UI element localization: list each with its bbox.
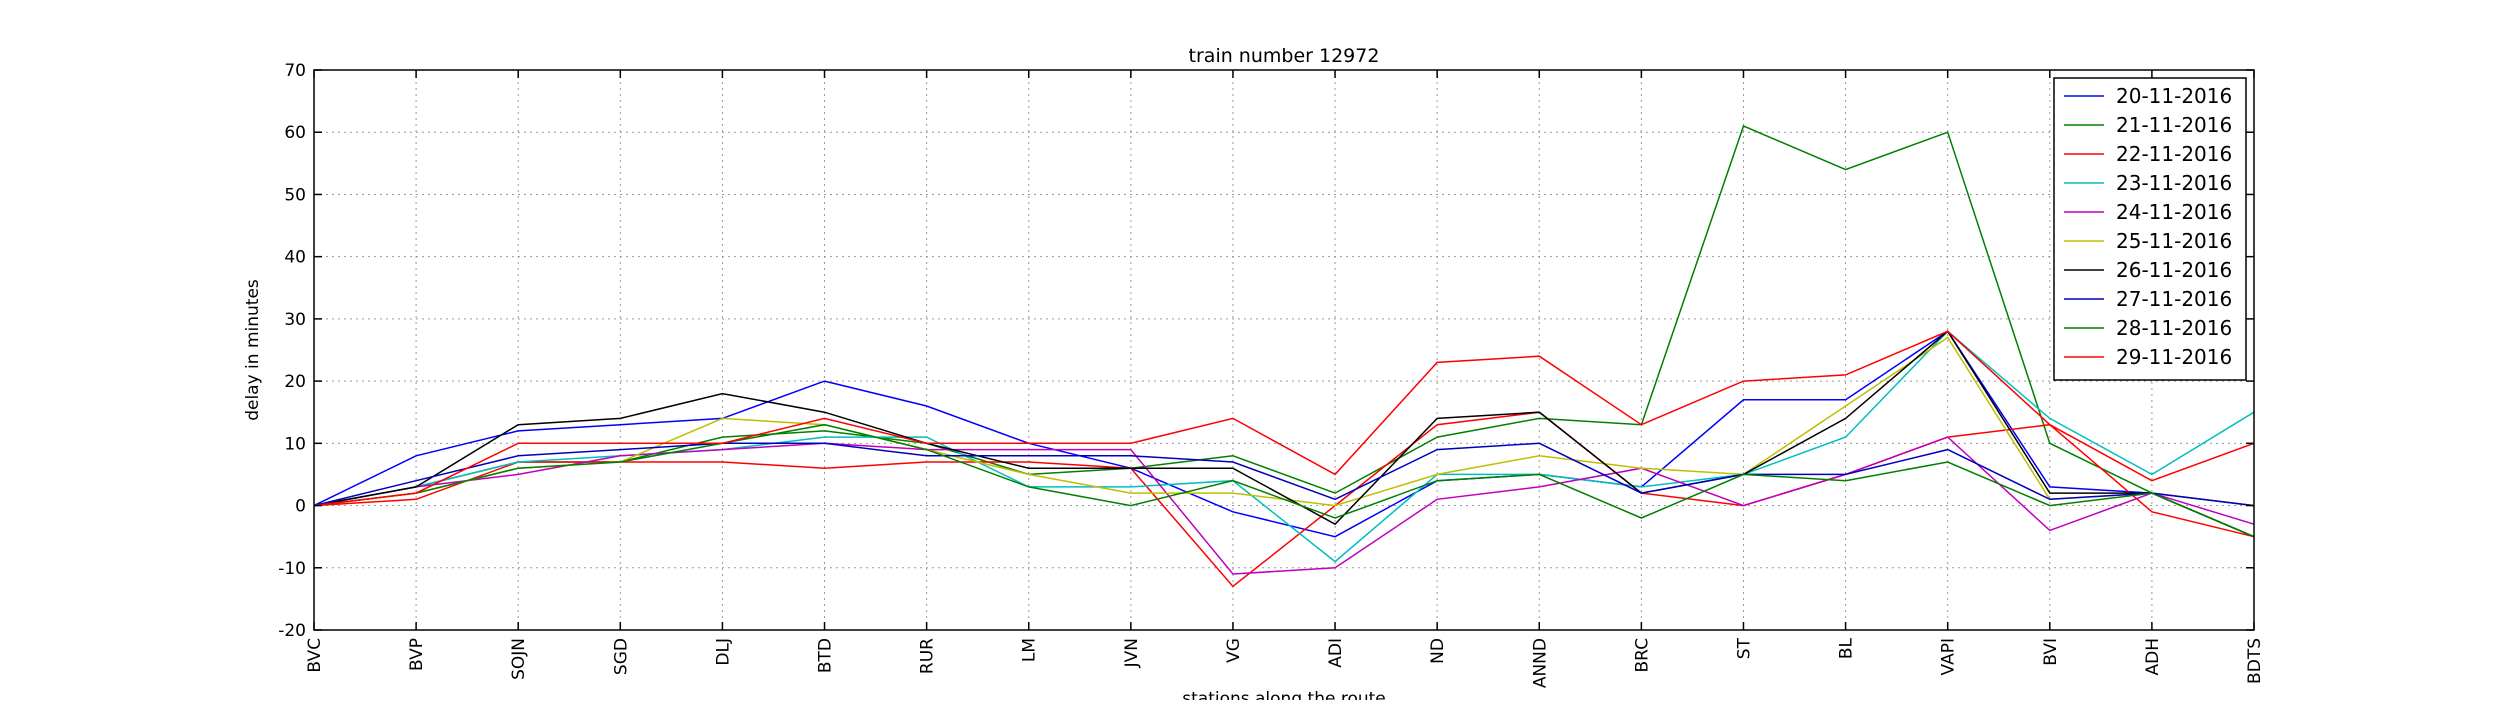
x-tick-label: ND [1428, 638, 1448, 664]
x-tick-label: BVP [407, 638, 427, 671]
legend-label: 28-11-2016 [2116, 316, 2232, 340]
x-tick-label: RUR [918, 638, 938, 674]
legend-label: 27-11-2016 [2116, 287, 2232, 311]
x-tick-label: SOJN [509, 638, 529, 680]
x-tick-label: BDTS [2245, 638, 2265, 684]
y-tick-label: -20 [278, 621, 306, 641]
series-line [313, 330, 2255, 538]
x-tick-label: VAPI [1939, 638, 1959, 675]
x-tick-label: BVC [305, 638, 325, 673]
y-tick-label: 10 [284, 434, 306, 454]
x-tick-label: ADH [2143, 638, 2163, 676]
y-tick-label: 20 [284, 372, 306, 392]
legend-label: 26-11-2016 [2116, 258, 2232, 282]
legend: 20-11-2016 21-11-2016 22-11-2016 23-11-2016… [2053, 77, 2247, 381]
series-line [313, 124, 2255, 538]
legend-label: 25-11-2016 [2116, 229, 2232, 253]
x-tick-label: BL [1837, 637, 1857, 659]
y-axis-label: delay in minutes [243, 279, 263, 421]
axes-frame [313, 69, 2255, 631]
series-layer [313, 124, 2255, 588]
legend-label: 23-11-2016 [2116, 171, 2232, 195]
x-tick-label: VG [1224, 638, 1244, 663]
x-tick-label: LM [1020, 638, 1040, 662]
y-tick-label: -10 [278, 559, 306, 579]
x-tick-label: BTD [816, 638, 836, 673]
chart-title: train number 12972 [1189, 45, 1380, 67]
legend-label: 21-11-2016 [2116, 113, 2232, 137]
series-line [313, 442, 2255, 507]
x-tick-label: JVN [1122, 638, 1142, 668]
series-line [313, 330, 2255, 507]
legend-label: 29-11-2016 [2116, 345, 2232, 369]
legend-label: 24-11-2016 [2116, 200, 2232, 224]
x-tick-label: ANND [1530, 638, 1550, 688]
legend-box [2053, 77, 2247, 381]
x-tick-label: ADI [1326, 638, 1346, 668]
y-tick-label: 70 [284, 61, 306, 81]
x-tick-label: BVI [2041, 638, 2061, 666]
y-tick-label: 60 [284, 123, 306, 143]
x-tick-label: DLJ [713, 638, 733, 666]
legend-label: 22-11-2016 [2116, 142, 2232, 166]
y-tick-label: 30 [284, 310, 306, 330]
y-tick-label: 0 [295, 497, 306, 517]
x-tick-label: BRC [1632, 638, 1652, 673]
legend-label: 20-11-2016 [2116, 84, 2232, 108]
series-line [313, 330, 2255, 538]
x-tick-label: ST [1734, 637, 1754, 659]
y-tick-label: 40 [284, 248, 306, 268]
x-axis-label: stations along the route [1182, 689, 1386, 700]
series-line [313, 423, 2255, 538]
ticks-layer: -20 -10 0 10 20 30 40 50 60 70 BVC BVP SOJN SGD DLJ BTD… [278, 61, 2265, 688]
x-tick-label: SGD [611, 638, 631, 675]
y-tick-label: 50 [284, 185, 306, 205]
